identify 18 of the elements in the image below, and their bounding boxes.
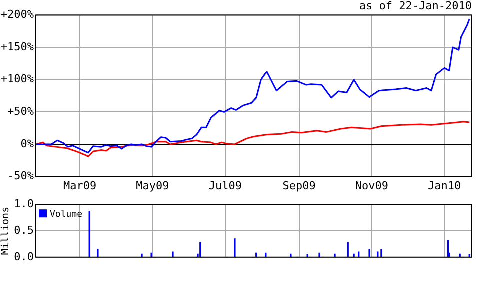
y-tick-label: 0.5 bbox=[14, 224, 34, 237]
x-tick-label: Jul09 bbox=[208, 179, 242, 192]
x-tick-label: May09 bbox=[136, 179, 170, 192]
y-tick-label: +200% bbox=[0, 8, 34, 22]
y-tick-label: +150% bbox=[0, 40, 34, 54]
y-tick-label: 1.0 bbox=[14, 197, 34, 210]
y-axis-title: Millions bbox=[0, 206, 12, 256]
x-tick-label: Mar09 bbox=[64, 179, 97, 192]
y-tick-label: +50% bbox=[8, 105, 34, 118]
x-tick-label: Sep09 bbox=[282, 179, 316, 192]
y-tick-label: -50% bbox=[8, 170, 34, 183]
x-tick-label: Jan10 bbox=[428, 179, 462, 192]
chart-subtitle: as of 22-Jan-2010 bbox=[359, 0, 472, 12]
y-tick-label: 0.0 bbox=[14, 250, 34, 264]
y-tick-label: +100% bbox=[0, 72, 34, 86]
x-tick-label: Nov09 bbox=[355, 179, 388, 192]
y-tick-label: 0% bbox=[20, 137, 34, 150]
legend-label: Volume bbox=[50, 210, 83, 220]
